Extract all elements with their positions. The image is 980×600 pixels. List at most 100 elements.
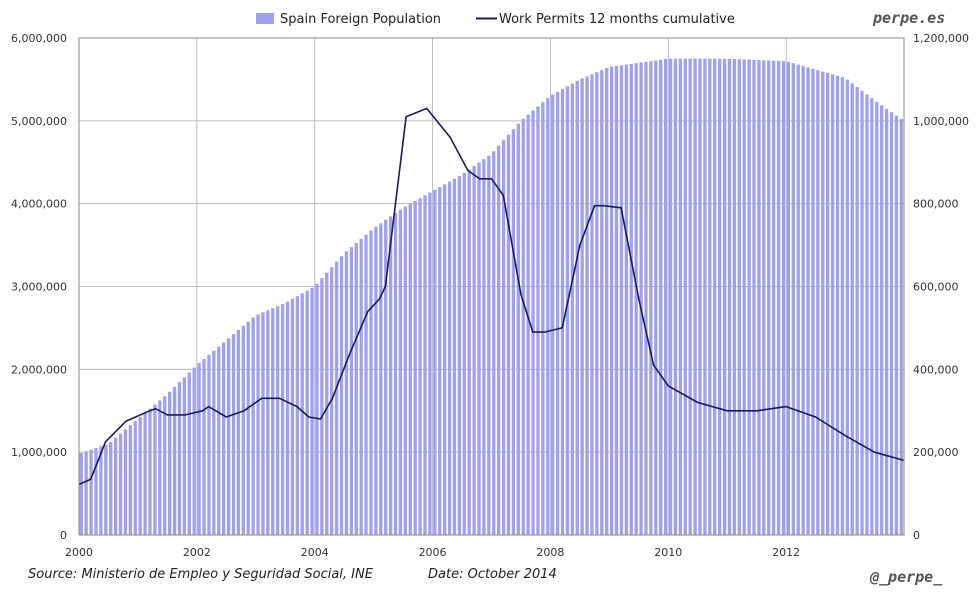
population-bar [659,59,663,536]
population-bar [433,189,437,535]
population-bar [850,83,854,535]
watermark-bottom: @_perpe_ [870,568,943,586]
right-axis-ticks: 0 200,000 400,000 600,000 800,000 1,000,000 1,… [913,32,969,542]
population-bar [202,358,206,535]
population-bar [320,278,324,535]
population-bar [187,372,191,535]
population-bar [673,58,678,535]
population-bar [393,212,398,535]
population-bar [570,83,574,535]
population-bar [722,58,727,535]
right-axis-tick-label: 1,000,000 [913,115,969,128]
population-bar [668,58,673,535]
population-bar [752,59,756,535]
population-bar [835,75,840,536]
population-bar [786,61,791,536]
legend: Spain Foreign Population Work Permits 12… [256,12,735,27]
population-bar [374,226,378,536]
population-bar [398,209,403,535]
population-bar [167,391,172,535]
population-bar [158,400,162,535]
population-bar [89,449,93,535]
population-bar [94,448,98,535]
right-axis-tick-label: 0 [913,529,920,542]
population-bar [609,66,614,535]
population-bar [438,187,442,535]
population-bar [423,195,427,535]
gridlines [78,37,904,536]
population-bar [369,230,373,535]
population-bar [231,334,236,535]
population-bar [555,91,560,535]
population-bar [271,308,275,535]
population-bar [585,76,589,535]
population-bar [880,105,884,535]
population-bar [315,283,319,535]
left-axis-tick-label: 4,000,000 [11,198,67,211]
population-bar [462,172,466,535]
population-bar [457,176,462,536]
date-note: Date: October 2014 [428,567,557,582]
population-bar [565,86,570,535]
population-bar [148,408,152,535]
population-bar [153,404,157,535]
population-bar [526,114,530,535]
population-bar [384,219,388,536]
population-bar [477,162,481,535]
population-bar [762,60,766,535]
population-bar [600,70,604,536]
right-axis-tick-label: 1,200,000 [913,32,969,45]
right-axis-tick-label: 400,000 [913,363,959,376]
population-bar [747,59,751,536]
x-axis-tick-label: 2010 [654,546,682,559]
population-bar [339,256,344,535]
population-bar [236,329,241,535]
right-axis-tick-label: 200,000 [913,446,959,459]
population-bar [418,198,422,535]
population-bar [113,437,118,535]
source-note: Source: Ministerio de Empleo y Seguridad… [28,567,373,582]
legend-label-work-permits: Work Permits 12 months cumulative [499,12,735,27]
population-bar [516,123,520,535]
population-bar [894,115,899,535]
population-bar [300,293,304,535]
population-bar [889,112,894,535]
work-permits-line [78,107,905,486]
population-bar [452,178,457,536]
population-bar [816,70,820,536]
population-bar [177,382,182,535]
watermark-top: perpe.es [873,9,946,27]
population-bar [772,60,776,535]
work-permits-path [78,107,905,486]
population-bar [310,287,314,535]
population-bar [541,102,545,535]
population-bar [482,159,486,536]
population-bar [703,58,707,535]
population-bar [256,314,260,535]
x-axis-tick-label: 2006 [419,546,447,559]
population-bar [776,60,781,535]
population-bar [506,134,511,535]
population-bar [99,446,103,535]
population-bar [840,77,845,535]
population-bar [732,59,737,536]
left-axis-tick-label: 1,000,000 [11,446,67,459]
population-bar [806,67,810,536]
population-bar [737,59,741,535]
population-bar [875,101,879,535]
legend-label-population: Spain Foreign Population [280,12,441,27]
population-bar [133,421,137,535]
population-bar [757,60,761,535]
population-bar [590,74,594,535]
population-bar [845,79,849,535]
population-bar [531,110,535,536]
population-bar [830,74,835,536]
population-bar [497,145,501,535]
population-bar [379,223,383,535]
population-bar [128,425,133,535]
population-bar [428,192,432,535]
population-bar [354,243,358,535]
population-bar [334,261,339,535]
population-bar [683,58,687,535]
